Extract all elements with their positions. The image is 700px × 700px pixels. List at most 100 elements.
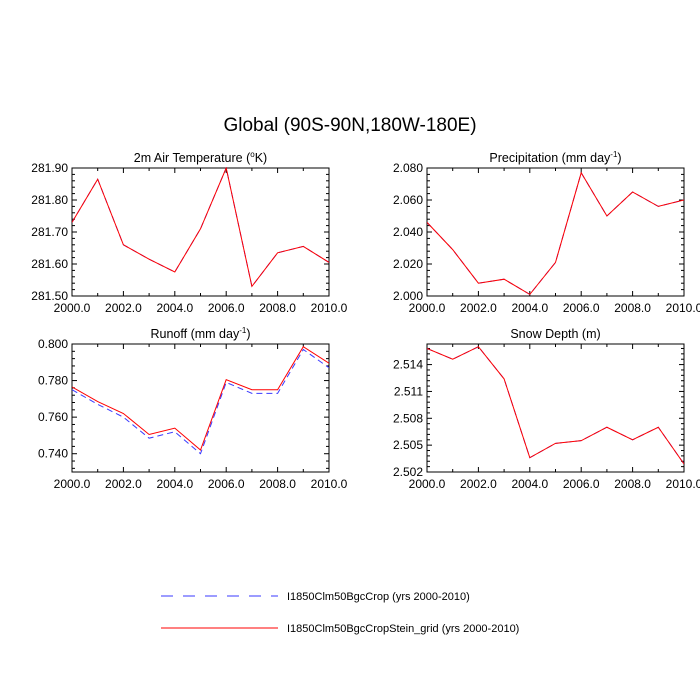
data-point	[452, 359, 453, 360]
data-point	[606, 427, 607, 428]
y-tick-label: 281.60	[31, 257, 68, 271]
data-point	[277, 393, 278, 394]
data-point	[683, 463, 684, 464]
data-point	[200, 453, 201, 454]
data-point	[632, 191, 633, 192]
data-point	[123, 244, 124, 245]
x-tick-label: 2002.0	[105, 301, 142, 315]
data-point	[426, 222, 427, 223]
series-line-2	[72, 346, 329, 451]
panel-title: Precipitation (mm day-1)	[489, 150, 621, 165]
data-point	[226, 167, 227, 168]
x-tick-label: 2004.0	[511, 301, 548, 315]
x-tick-label: 2006.0	[563, 301, 600, 315]
series-line-1	[72, 348, 329, 455]
y-tick-label: 2.508	[393, 411, 423, 425]
data-point	[581, 172, 582, 173]
y-tick-label: 0.800	[38, 337, 68, 351]
data-point	[529, 457, 530, 458]
series-line-1	[427, 171, 684, 296]
data-point	[251, 393, 252, 394]
data-point	[303, 246, 304, 247]
data-point	[226, 379, 227, 380]
figure-title: Global (90S-90N,180W-180E)	[223, 115, 476, 136]
x-tick-label: 2004.0	[511, 477, 548, 491]
plot-frame	[426, 343, 685, 473]
data-point	[200, 449, 201, 450]
panel-title-superscript: -1	[239, 326, 247, 335]
y-tick-label: 0.740	[38, 447, 68, 461]
panel-title-superscript: o	[250, 150, 255, 159]
legend-label: I1850Clm50BgcCropStein_grid (yrs 2000-20…	[287, 623, 519, 635]
y-tick-label: 281.70	[31, 225, 68, 239]
y-tick-label: 0.780	[38, 374, 68, 388]
y-tick-label: 2.511	[394, 384, 423, 398]
data-point	[504, 279, 505, 280]
data-point	[149, 259, 150, 260]
y-tick-label: 2.020	[393, 257, 423, 271]
panels: 2m Air Temperature (oK) 2000.0 2002.0 2004.…	[31, 150, 700, 491]
data-point	[123, 417, 124, 418]
legend-item-2: I1850Clm50BgcCropStein_grid (yrs 2000-20…	[161, 623, 519, 635]
legend-item-1: I1850Clm50BgcCrop (yrs 2000-2010)	[161, 591, 470, 603]
panel-title-suffix: )	[617, 151, 621, 165]
y-tick-label: 2.505	[393, 438, 423, 452]
data-point	[658, 206, 659, 207]
data-point	[174, 271, 175, 272]
data-point	[478, 283, 479, 284]
panel-1: 2m Air Temperature (oK) 2000.0 2002.0 2004.…	[31, 150, 347, 315]
data-point	[632, 439, 633, 440]
data-point	[149, 438, 150, 439]
panel-title-text: Precipitation (mm day	[489, 151, 611, 165]
y-tick-label: 2.514	[393, 358, 423, 372]
data-point	[174, 431, 175, 432]
legend: I1850Clm50BgcCrop (yrs 2000-2010) I1850Cl…	[161, 591, 519, 635]
data-point	[328, 363, 329, 364]
x-tick-label: 2010.0	[311, 301, 348, 315]
data-point	[97, 404, 98, 405]
y-tick-label: 2.502	[393, 465, 423, 479]
data-point	[452, 249, 453, 250]
x-tick-label: 2002.0	[460, 477, 497, 491]
x-tick-label: 2002.0	[460, 301, 497, 315]
x-tick-label: 2000.0	[409, 301, 446, 315]
panel-2: Precipitation (mm day-1) 2000.0 2002.0 2004…	[393, 150, 700, 315]
y-tick-label: 2.040	[393, 225, 423, 239]
data-point	[328, 367, 329, 368]
data-point	[504, 378, 505, 379]
data-point	[123, 413, 124, 414]
y-tick-label: 0.760	[38, 410, 68, 424]
data-point	[97, 401, 98, 402]
data-point	[683, 199, 684, 200]
data-point	[277, 252, 278, 253]
panel-3: Runoff (mm day-1) 2000.0 2002.0 2004.0 2006.…	[38, 326, 348, 491]
data-point	[478, 346, 479, 347]
data-point	[555, 262, 556, 263]
data-point	[328, 262, 329, 263]
data-point	[303, 349, 304, 350]
data-point	[555, 443, 556, 444]
x-tick-label: 2008.0	[259, 301, 296, 315]
x-tick-label: 2002.0	[105, 477, 142, 491]
x-tick-label: 2008.0	[259, 477, 296, 491]
data-point	[251, 389, 252, 390]
panel-title: 2m Air Temperature (oK)	[134, 150, 267, 165]
series-line-1	[427, 346, 684, 465]
data-point	[71, 222, 72, 223]
x-tick-label: 2000.0	[409, 477, 446, 491]
panel-title-text: Runoff (mm day	[151, 327, 240, 341]
data-point	[71, 386, 72, 387]
panel-title-superscript: -1	[610, 150, 618, 159]
x-tick-label: 2006.0	[208, 477, 245, 491]
x-tick-label: 2000.0	[54, 301, 91, 315]
data-point	[71, 389, 72, 390]
data-point	[174, 428, 175, 429]
data-point	[658, 427, 659, 428]
plot-frame	[426, 167, 685, 297]
y-tick-label: 2.080	[393, 161, 423, 175]
legend-label: I1850Clm50BgcCrop (yrs 2000-2010)	[287, 591, 470, 603]
data-point	[200, 228, 201, 229]
plot-frame	[71, 167, 330, 297]
x-tick-label: 2010.0	[311, 477, 348, 491]
